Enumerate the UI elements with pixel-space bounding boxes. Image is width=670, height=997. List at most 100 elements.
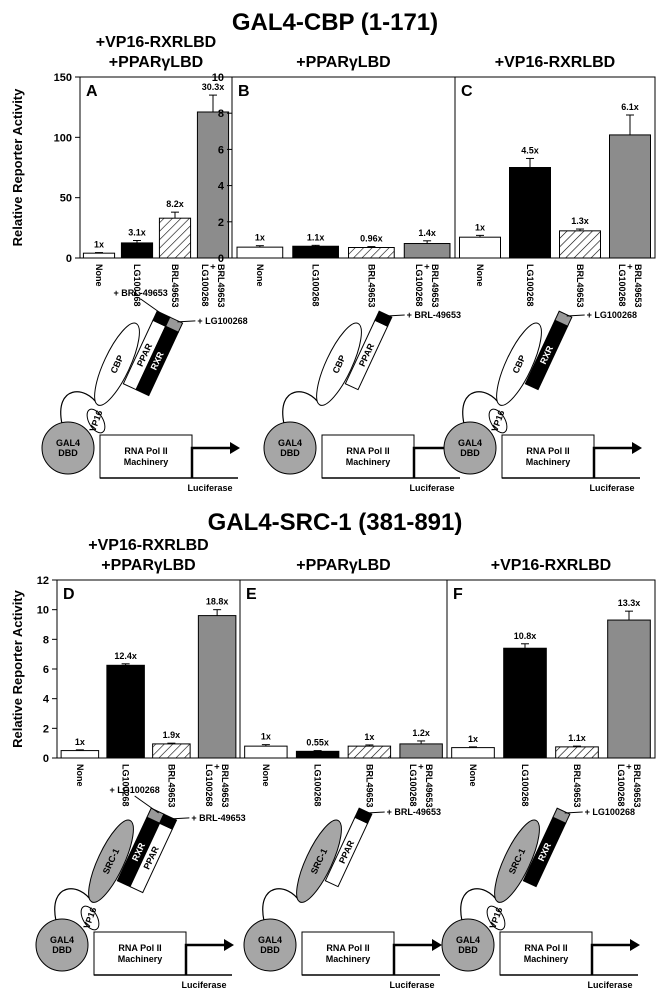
bar — [236, 246, 284, 259]
receptor-cap — [374, 310, 393, 327]
value-label: 1.3x — [571, 216, 589, 226]
y-tick-label: 50 — [60, 193, 72, 205]
pol-label: Machinery — [526, 457, 571, 467]
gal4-label: GAL4 — [278, 438, 302, 448]
plot-frame — [454, 76, 656, 259]
receptor-cap — [554, 310, 573, 327]
reporter-label: Luciferase — [187, 483, 232, 493]
x-tick-label: LG100268 — [408, 764, 418, 807]
panel-title: +PPARγLBD — [109, 54, 203, 71]
ligand-arrow — [177, 320, 196, 323]
panel-title: +PPARγLBD — [296, 557, 390, 574]
value-label: 18.8x — [206, 597, 229, 607]
bar — [503, 647, 547, 759]
value-label: 13.3x — [618, 598, 641, 608]
panel-title: +PPARγLBD — [296, 54, 390, 71]
ligand-label: + LG100268 — [110, 785, 160, 795]
panel-title: +VP16-RXRLBD — [88, 537, 208, 554]
bar — [609, 134, 651, 259]
x-tick-label: BRL49653 — [424, 764, 434, 808]
ligand-arrow — [564, 811, 583, 814]
vp16 — [80, 905, 100, 931]
figure-title: GAL4-SRC-1 (381-891) — [208, 509, 463, 536]
y-tick-label: 150 — [54, 72, 72, 84]
vp16 — [488, 408, 508, 434]
y-tick-label: 4 — [43, 694, 50, 706]
y-tick-label: 10 — [37, 605, 49, 617]
gal4-label: GAL4 — [456, 935, 480, 945]
x-tick-label: + — [624, 764, 634, 769]
bar — [158, 217, 192, 259]
bar — [451, 747, 495, 759]
value-label: 6.1x — [621, 102, 639, 112]
value-label: 12.4x — [114, 651, 137, 661]
y-axis-label: Relative Reporter Activity — [10, 589, 25, 748]
value-label: 0.96x — [360, 234, 383, 244]
pol-label: Machinery — [326, 954, 371, 964]
reporter-label: Luciferase — [181, 980, 226, 990]
x-tick-label: BRL49653 — [170, 264, 180, 308]
reporter-label: Luciferase — [389, 980, 434, 990]
gal4-label: GAL4 — [50, 935, 74, 945]
x-tick-label: LG100268 — [121, 764, 131, 807]
bar — [295, 750, 340, 759]
bar — [197, 615, 237, 759]
gal4-label: DBD — [52, 945, 72, 955]
ligand-arrow — [566, 314, 585, 317]
value-label: 3.1x — [128, 228, 146, 238]
figure-title: GAL4-CBP (1-171) — [232, 9, 438, 36]
receptor-cap — [552, 807, 571, 824]
reporter-label: Luciferase — [587, 980, 632, 990]
coactivator-complex: CBP PPAR — [316, 310, 393, 406]
bar — [82, 252, 116, 259]
y-tick-label: 2 — [218, 217, 224, 229]
bar — [509, 167, 551, 259]
x-tick-label: BRL49653 — [166, 764, 176, 808]
y-axis-label: Relative Reporter Activity — [10, 88, 25, 247]
ligand-label: + LG100268 — [587, 310, 637, 320]
linker — [60, 391, 99, 425]
panel-title: +VP16-RXRLBD — [495, 54, 615, 71]
x-tick-label: + — [422, 264, 432, 269]
panel-letter: F — [453, 586, 463, 603]
ligand-label: + LG100268 — [585, 807, 635, 817]
x-tick-label: None — [75, 764, 85, 787]
coactivator-complex: SRC-1 PPAR — [296, 807, 373, 903]
y-tick-label: 6 — [218, 144, 224, 156]
x-tick-label: LG100268 — [313, 764, 323, 807]
linker — [54, 888, 93, 922]
y-tick-label: 0 — [43, 753, 49, 765]
ligand-label: + LG100268 — [197, 316, 247, 326]
vp16 — [86, 408, 106, 434]
value-label: 1x — [468, 734, 478, 744]
y-tick-label: 4 — [218, 181, 225, 193]
panel-letter: A — [86, 83, 98, 100]
y-tick-label: 8 — [218, 108, 224, 120]
value-label: 1x — [75, 737, 85, 747]
arrow-head — [224, 939, 234, 951]
value-label: 1.2x — [412, 728, 430, 738]
value-label: 1x — [261, 732, 271, 742]
coactivator-complex: CBP RXR — [496, 310, 573, 406]
ligand-arrow — [140, 298, 165, 317]
x-tick-label: LG100268 — [520, 764, 530, 807]
value-label: 1.1x — [307, 232, 325, 242]
x-tick-label: + — [416, 764, 426, 769]
arrow-head — [630, 939, 640, 951]
bar — [120, 242, 154, 259]
x-tick-label: BRL49653 — [364, 764, 374, 808]
x-tick-label: BRL49653 — [216, 264, 226, 308]
plot-frame — [446, 579, 656, 759]
y-tick-label: 2 — [43, 723, 49, 735]
x-tick-label: None — [261, 764, 271, 787]
value-label: 1x — [255, 233, 265, 243]
arrow-head — [632, 442, 642, 454]
bar — [152, 743, 191, 759]
x-tick-label: LG100268 — [414, 264, 424, 307]
y-tick-label: 6 — [43, 664, 49, 676]
coactivator — [296, 819, 342, 903]
x-tick-label: LG100268 — [525, 264, 535, 307]
ligand-arrow — [171, 817, 190, 820]
